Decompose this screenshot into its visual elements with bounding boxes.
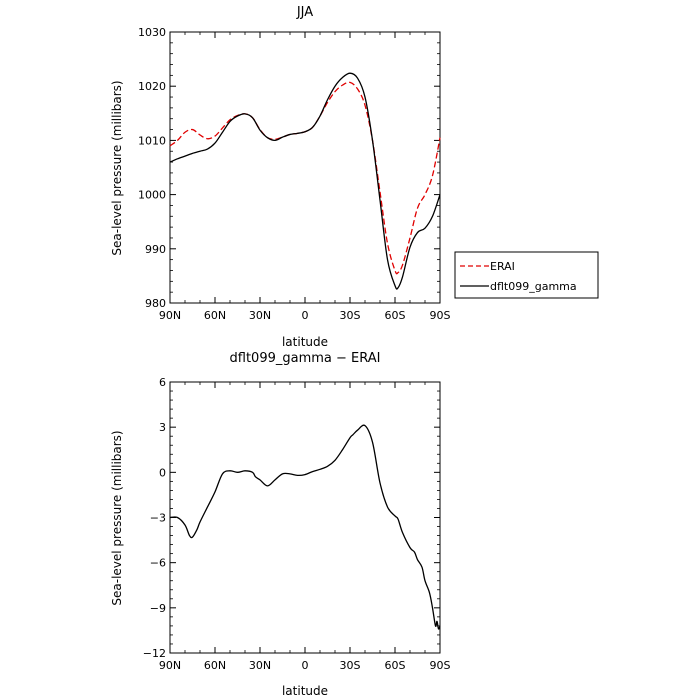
top-y-tick-label: 1020 — [138, 80, 166, 93]
bottom-title: dflt099_gamma − ERAI — [230, 351, 381, 366]
bottom-y-tick-label: 3 — [159, 421, 166, 434]
top-title: JJA — [296, 5, 313, 20]
bottom-y-axis-label: Sea-level pressure (millibars) — [110, 430, 124, 605]
bottom-x-axis-label: latitude — [282, 684, 328, 698]
bottom-y-tick-label: −12 — [143, 647, 166, 660]
top-y-tick-label: 1000 — [138, 189, 166, 202]
top-x-ticks: 90N 60N 30N 0 30S 60S 90S — [159, 32, 451, 322]
top-y-ticks: 980 990 1000 1010 1020 1030 — [138, 26, 440, 310]
bottom-y-tick-label: −3 — [150, 512, 166, 525]
legend-box — [454, 251, 599, 299]
bottom-x-ticks: 90N 60N 30N 0 30S 60S 90S — [159, 382, 451, 672]
top-x-tick-label: 30N — [249, 309, 271, 322]
top-y-tick-label: 1010 — [138, 134, 166, 147]
top-y-tick-label: 980 — [145, 297, 166, 310]
bottom-panel: dflt099_gamma − ERAI −12 −9 −6 −3 0 3 6 90N 60N… — [110, 351, 451, 698]
top-x-tick-label: 30S — [340, 309, 361, 322]
top-series-line-erai — [169, 81, 441, 275]
top-x-tick-label: 60N — [204, 309, 226, 322]
top-panel: JJA 980 990 1000 1010 1020 1030 90N 60N 30N 0 30S… — [110, 5, 451, 349]
bottom-x-tick-label: 90N — [159, 659, 181, 672]
top-x-tick-label: 90N — [159, 309, 181, 322]
top-x-tick-label: 60S — [385, 309, 406, 322]
bottom-x-tick-label: 60S — [385, 659, 406, 672]
top-series-group — [169, 72, 441, 290]
top-series-line-dflt099-gamma — [169, 72, 441, 290]
top-x-axis-label: latitude — [282, 335, 328, 349]
bottom-x-tick-label: 90S — [430, 659, 451, 672]
top-plot-frame — [169, 31, 441, 304]
legend-label-erai: ERAI — [490, 260, 515, 273]
bottom-x-tick-label: 30N — [249, 659, 271, 672]
bottom-y-tick-label: 6 — [159, 376, 166, 389]
legend: ERAI dflt099_gamma — [454, 251, 599, 299]
bottom-y-tick-label: −9 — [150, 602, 166, 615]
top-y-tick-label: 990 — [145, 243, 166, 256]
bottom-x-tick-label: 30S — [340, 659, 361, 672]
bottom-series-line-difference — [169, 424, 441, 630]
top-y-tick-label: 1030 — [138, 26, 166, 39]
top-x-tick-label: 0 — [302, 309, 309, 322]
top-y-axis-label: Sea-level pressure (millibars) — [110, 80, 124, 255]
bottom-x-tick-label: 60N — [204, 659, 226, 672]
top-x-tick-label: 90S — [430, 309, 451, 322]
bottom-y-tick-label: 0 — [159, 466, 166, 479]
bottom-y-ticks: −12 −9 −6 −3 0 3 6 — [143, 376, 440, 660]
legend-label-dflt099-gamma: dflt099_gamma — [490, 280, 577, 293]
bottom-series-group — [169, 424, 441, 630]
bottom-y-tick-label: −6 — [150, 557, 166, 570]
bottom-plot-frame — [169, 381, 441, 654]
bottom-x-tick-label: 0 — [302, 659, 309, 672]
